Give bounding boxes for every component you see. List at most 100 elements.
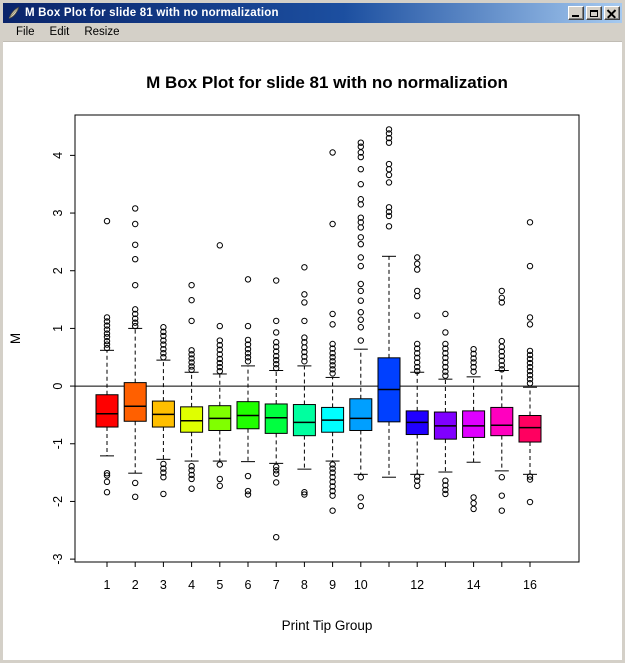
outlier-point xyxy=(414,354,421,362)
outlier-point xyxy=(442,310,449,318)
outlier-point xyxy=(301,317,308,325)
outlier-point xyxy=(526,473,534,480)
close-icon xyxy=(607,9,617,18)
title-bar[interactable]: M Box Plot for slide 81 with no normaliz… xyxy=(3,3,622,23)
outlier-point xyxy=(188,366,195,374)
outlier-point xyxy=(357,240,364,248)
outlier-point xyxy=(414,345,421,352)
outlier-point xyxy=(414,359,421,366)
box xyxy=(490,406,514,437)
outlier-point xyxy=(244,345,252,353)
outlier-point xyxy=(132,479,139,487)
outlier-point xyxy=(526,359,534,367)
outlier-point xyxy=(188,363,195,370)
outlier-point xyxy=(498,337,505,345)
outlier-point xyxy=(188,281,195,289)
outlier-point xyxy=(442,354,449,362)
outlier-point xyxy=(329,362,336,369)
outlier-point xyxy=(216,341,224,349)
x-tick-label: 3 xyxy=(160,578,167,592)
outlier-point xyxy=(442,345,449,352)
outlier-point xyxy=(498,287,505,295)
window-controls xyxy=(568,6,620,20)
outlier-point xyxy=(160,469,167,476)
outlier-point xyxy=(357,201,364,208)
menu-resize[interactable]: Resize xyxy=(84,25,120,38)
boxplot-group-7 xyxy=(264,277,288,541)
outlier-point xyxy=(357,153,364,161)
outlier-point xyxy=(301,353,308,360)
outlier-point xyxy=(301,334,308,341)
outlier-point xyxy=(244,491,252,498)
outlier-point xyxy=(329,354,336,361)
outlier-point xyxy=(357,297,364,304)
outlier-point xyxy=(103,318,111,325)
outlier-point xyxy=(216,346,224,353)
y-tick-label: 2 xyxy=(51,267,65,274)
outlier-point xyxy=(216,355,224,363)
y-axis-label: M xyxy=(8,333,23,344)
minimize-button[interactable] xyxy=(568,6,584,20)
outlier-point xyxy=(132,255,139,263)
outlier-point xyxy=(301,358,308,365)
y-tick-label: -2 xyxy=(51,496,65,507)
boxplot-group-8 xyxy=(292,264,316,498)
maximize-button[interactable] xyxy=(586,6,602,20)
x-tick-label: 12 xyxy=(410,578,424,592)
outlier-point xyxy=(442,477,449,484)
outlier-point xyxy=(498,348,505,355)
outlier-point xyxy=(329,370,336,377)
y-tick-label: 1 xyxy=(51,325,65,332)
outlier-point xyxy=(414,312,421,319)
outlier-point xyxy=(188,347,195,354)
outlier-point xyxy=(216,351,224,358)
outlier-point xyxy=(301,491,308,498)
outlier-point xyxy=(357,309,364,316)
outlier-point xyxy=(357,337,364,344)
y-tick-label: -3 xyxy=(51,554,65,565)
outlier-point xyxy=(244,472,252,480)
outlier-point xyxy=(414,477,421,484)
outlier-point xyxy=(357,139,364,146)
outlier-point xyxy=(357,494,364,501)
outlier-point xyxy=(103,333,111,341)
close-button[interactable] xyxy=(604,6,620,20)
outlier-point xyxy=(329,474,336,481)
boxplot-group-3 xyxy=(151,324,175,498)
outlier-point xyxy=(526,380,534,387)
outlier-point xyxy=(188,485,195,492)
outlier-point xyxy=(526,314,534,321)
outlier-point xyxy=(132,220,139,228)
boxplot-group-16 xyxy=(518,219,542,506)
outlier-point xyxy=(414,367,421,375)
outlier-point xyxy=(526,371,534,379)
outlier-point xyxy=(188,471,195,479)
x-tick-label: 9 xyxy=(329,578,336,592)
outlier-point xyxy=(526,262,534,270)
box xyxy=(349,398,373,431)
outlier-point xyxy=(329,310,336,318)
outlier-point xyxy=(244,354,252,361)
outlier-point xyxy=(273,329,280,336)
menu-file[interactable]: File xyxy=(16,25,35,38)
feather-quill-icon xyxy=(6,6,21,20)
plot-frame xyxy=(74,114,580,563)
outlier-point xyxy=(498,299,505,306)
outlier-point xyxy=(301,264,308,271)
boxplot-group-5 xyxy=(208,242,232,490)
outlier-point xyxy=(160,465,167,472)
menu-edit[interactable]: Edit xyxy=(49,25,70,38)
outlier-point xyxy=(132,322,139,330)
outlier-point xyxy=(132,493,139,501)
outlier-point xyxy=(273,463,280,471)
x-tick-label: 6 xyxy=(245,578,252,592)
outlier-point xyxy=(273,348,280,355)
outlier-point xyxy=(244,358,252,365)
outlier-point xyxy=(244,487,252,495)
outlier-point xyxy=(273,277,280,284)
outlier-point xyxy=(470,345,477,353)
outlier-point xyxy=(160,332,167,340)
outlier-point xyxy=(414,473,421,480)
outlier-point xyxy=(385,134,393,142)
